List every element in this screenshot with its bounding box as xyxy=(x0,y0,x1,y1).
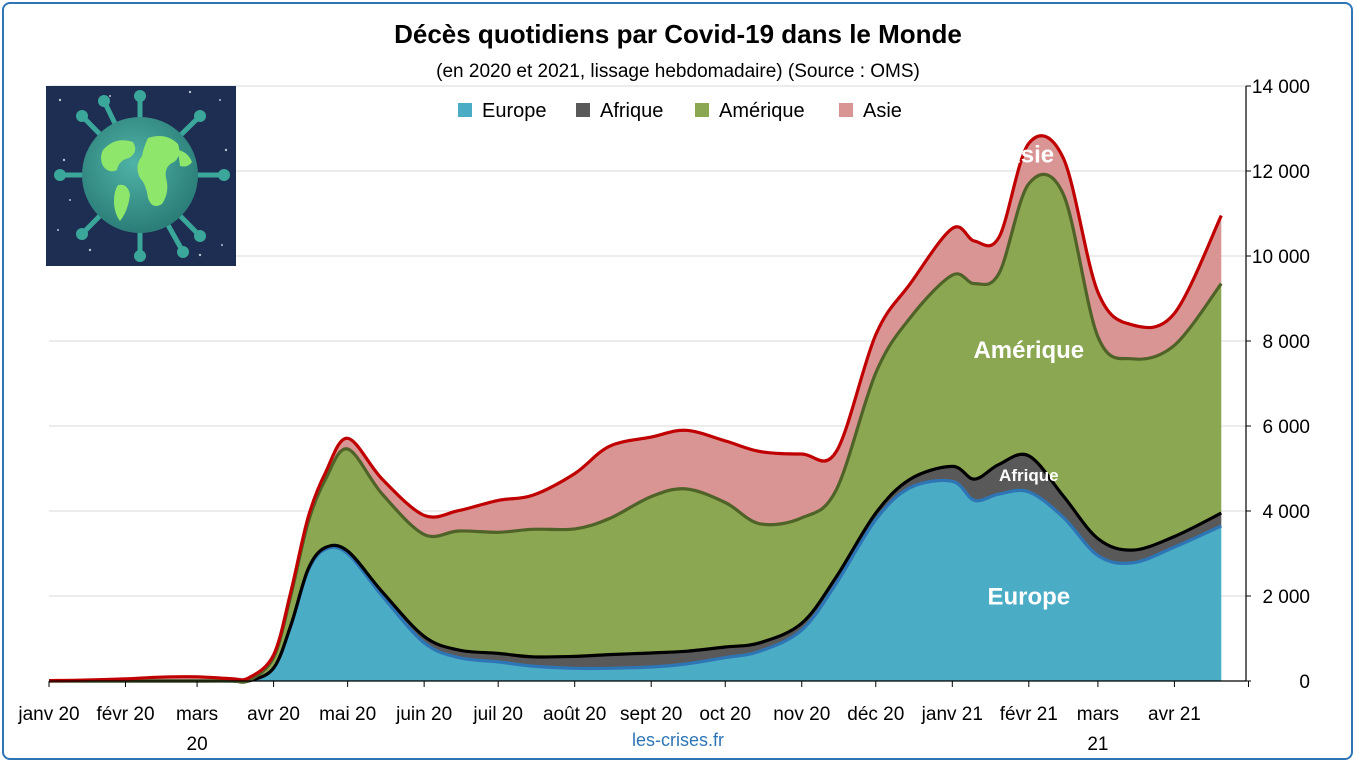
legend-label-europe: Europe xyxy=(482,100,547,122)
x-tick-label: juil 20 xyxy=(472,704,523,725)
globe-virus-image xyxy=(46,86,236,266)
x-tick-label: août 20 xyxy=(543,704,606,725)
area-amerique xyxy=(49,174,1222,683)
x-tick-label: janv 21 xyxy=(921,704,983,725)
x-tick-label: mai 20 xyxy=(319,704,376,725)
legend-swatch-afrique xyxy=(576,103,590,117)
x-tick-label: 20 xyxy=(187,734,208,755)
x-tick-label: sept 20 xyxy=(620,704,682,725)
legend-swatch-europe xyxy=(458,103,472,117)
line-amerique xyxy=(48,172,1223,684)
x-tick-label: févr 21 xyxy=(1000,704,1058,725)
x-tick-label: oct 20 xyxy=(699,704,751,725)
y-tick-label: 4 000 xyxy=(1262,502,1310,523)
annotation-label: Afrique xyxy=(999,466,1059,485)
line-asie xyxy=(48,134,1223,683)
legend: Europe Afrique Amérique Asie xyxy=(458,100,902,122)
legend-swatch-asie xyxy=(839,103,853,117)
annotation-label: Asie xyxy=(1003,141,1054,168)
stacked-areas xyxy=(49,135,1222,683)
chart-title: Décès quotidiens par Covid-19 dans le Mo… xyxy=(394,19,962,49)
x-tick-label: 21 xyxy=(1087,734,1108,755)
area-europe xyxy=(49,480,1222,682)
area-asie xyxy=(49,135,1222,683)
x-tick-label: avr 20 xyxy=(247,704,300,725)
chart-subtitle: (en 2020 et 2021, lissage hebdomadaire) … xyxy=(436,61,920,82)
x-tick-label: mars xyxy=(1077,704,1119,725)
y-tick-label: 6 000 xyxy=(1262,417,1310,438)
legend-swatch-amerique xyxy=(695,103,709,117)
x-tick-label: mars xyxy=(176,704,218,725)
x-tick-label: janv 20 xyxy=(17,704,79,725)
annotation-label: Amérique xyxy=(973,337,1084,364)
area-annotations: Asie Amérique Afrique Europe xyxy=(973,141,1084,610)
legend-label-asie: Asie xyxy=(863,100,902,122)
y-tick-label: 14 000 xyxy=(1252,77,1310,98)
y-tick-labels: 0 2 000 4 000 6 000 8 000 10 000 12 000 14 000 xyxy=(1246,77,1310,693)
x-tick-label: févr 20 xyxy=(96,704,154,725)
x-tick-label: nov 20 xyxy=(773,704,830,725)
x-tick-label: juin 20 xyxy=(395,704,452,725)
y-tick-label: 8 000 xyxy=(1262,332,1310,353)
y-tick-label: 10 000 xyxy=(1252,247,1310,268)
y-tick-label: 12 000 xyxy=(1252,162,1310,183)
legend-label-afrique: Afrique xyxy=(600,100,663,122)
source-label: les-crises.fr xyxy=(632,730,724,750)
y-tick-label: 2 000 xyxy=(1262,587,1310,608)
annotation-label: Europe xyxy=(987,583,1070,610)
x-tick-labels: janv 20 févr 20 mars 20 avr 20 mai 20 juin 20 j… xyxy=(17,681,1249,755)
x-tick-label: déc 20 xyxy=(847,704,904,725)
axes xyxy=(49,86,1247,682)
legend-label-amerique: Amérique xyxy=(719,100,805,122)
y-tick-label: 0 xyxy=(1299,672,1310,693)
x-tick-label: avr 21 xyxy=(1148,704,1201,725)
